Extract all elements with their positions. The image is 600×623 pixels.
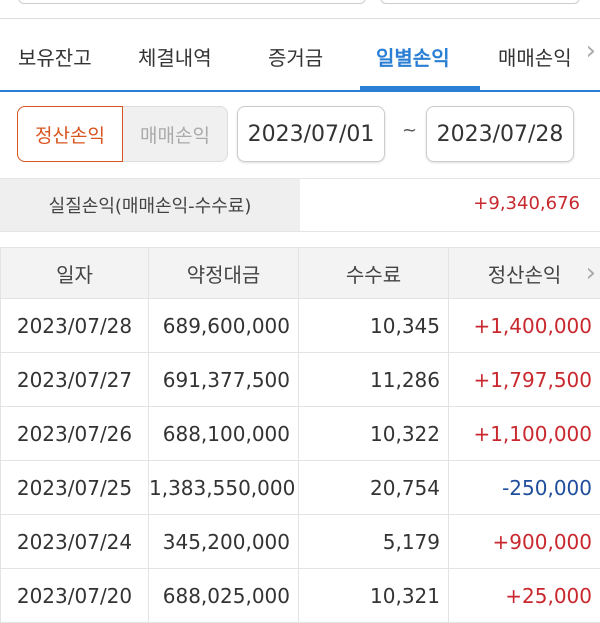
- cell-pnl: +25,000: [449, 569, 600, 623]
- table-header: 일자 약정대금 수수료 정산손익: [1, 248, 600, 299]
- cell-amount: 345,200,000: [149, 515, 299, 569]
- cell-pnl: +900,000: [449, 515, 600, 569]
- header-amount: 약정대금: [149, 248, 299, 299]
- cell-date: 2023/07/27: [1, 353, 149, 407]
- tab-daily-pnl[interactable]: 일별손익: [376, 42, 450, 71]
- cell-date: 2023/07/24: [1, 515, 149, 569]
- tab-margin[interactable]: 증거금: [268, 42, 323, 71]
- header-pnl: 정산손익: [449, 248, 600, 299]
- cell-pnl: +1,100,000: [449, 407, 600, 461]
- chevron-right-icon[interactable]: ›: [586, 258, 596, 288]
- cell-pnl: +1,400,000: [449, 299, 600, 353]
- tab-trade-pnl[interactable]: 매매손익: [498, 42, 572, 71]
- end-date-field[interactable]: 2023/07/28: [426, 106, 574, 162]
- summary-value: +9,340,676: [473, 193, 580, 214]
- mode-trade-button[interactable]: 매매손익: [123, 106, 228, 162]
- cell-date: 2023/07/25: [1, 461, 149, 515]
- cell-pnl: -250,000: [449, 461, 600, 515]
- divider: [0, 18, 600, 19]
- cell-amount: 688,025,000: [149, 569, 299, 623]
- cell-amount: 688,100,000: [149, 407, 299, 461]
- cell-fee: 10,321: [299, 569, 449, 623]
- top-input-left[interactable]: [18, 0, 366, 4]
- header-date: 일자: [1, 248, 149, 299]
- summary-label: 실질손익(매매손익-수수료): [0, 179, 300, 231]
- active-tab-indicator: [360, 86, 480, 92]
- cell-fee: 10,345: [299, 299, 449, 353]
- start-date-field[interactable]: 2023/07/01: [237, 106, 385, 162]
- cell-fee: 10,322: [299, 407, 449, 461]
- cell-fee: 20,754: [299, 461, 449, 515]
- cell-pnl: +1,797,500: [449, 353, 600, 407]
- cell-amount: 1,383,550,000: [149, 461, 299, 515]
- cell-amount: 691,377,500: [149, 353, 299, 407]
- tab-bar: 보유잔고 체결내역 증거금 일별손익 매매손익 ›: [0, 30, 600, 92]
- cell-date: 2023/07/28: [1, 299, 149, 353]
- tab-executions[interactable]: 체결내역: [138, 42, 212, 71]
- summary-row: 실질손익(매매손익-수수료) +9,340,676: [0, 178, 600, 232]
- top-input-right[interactable]: [380, 0, 580, 4]
- cell-fee: 11,286: [299, 353, 449, 407]
- cell-amount: 689,600,000: [149, 299, 299, 353]
- cell-date: 2023/07/26: [1, 407, 149, 461]
- header-fee: 수수료: [299, 248, 449, 299]
- cell-date: 2023/07/20: [1, 569, 149, 623]
- cell-fee: 5,179: [299, 515, 449, 569]
- tab-holdings[interactable]: 보유잔고: [18, 42, 92, 71]
- date-separator: ~: [402, 120, 417, 141]
- mode-settlement-button[interactable]: 정산손익: [17, 106, 123, 162]
- chevron-right-icon[interactable]: ›: [586, 36, 596, 66]
